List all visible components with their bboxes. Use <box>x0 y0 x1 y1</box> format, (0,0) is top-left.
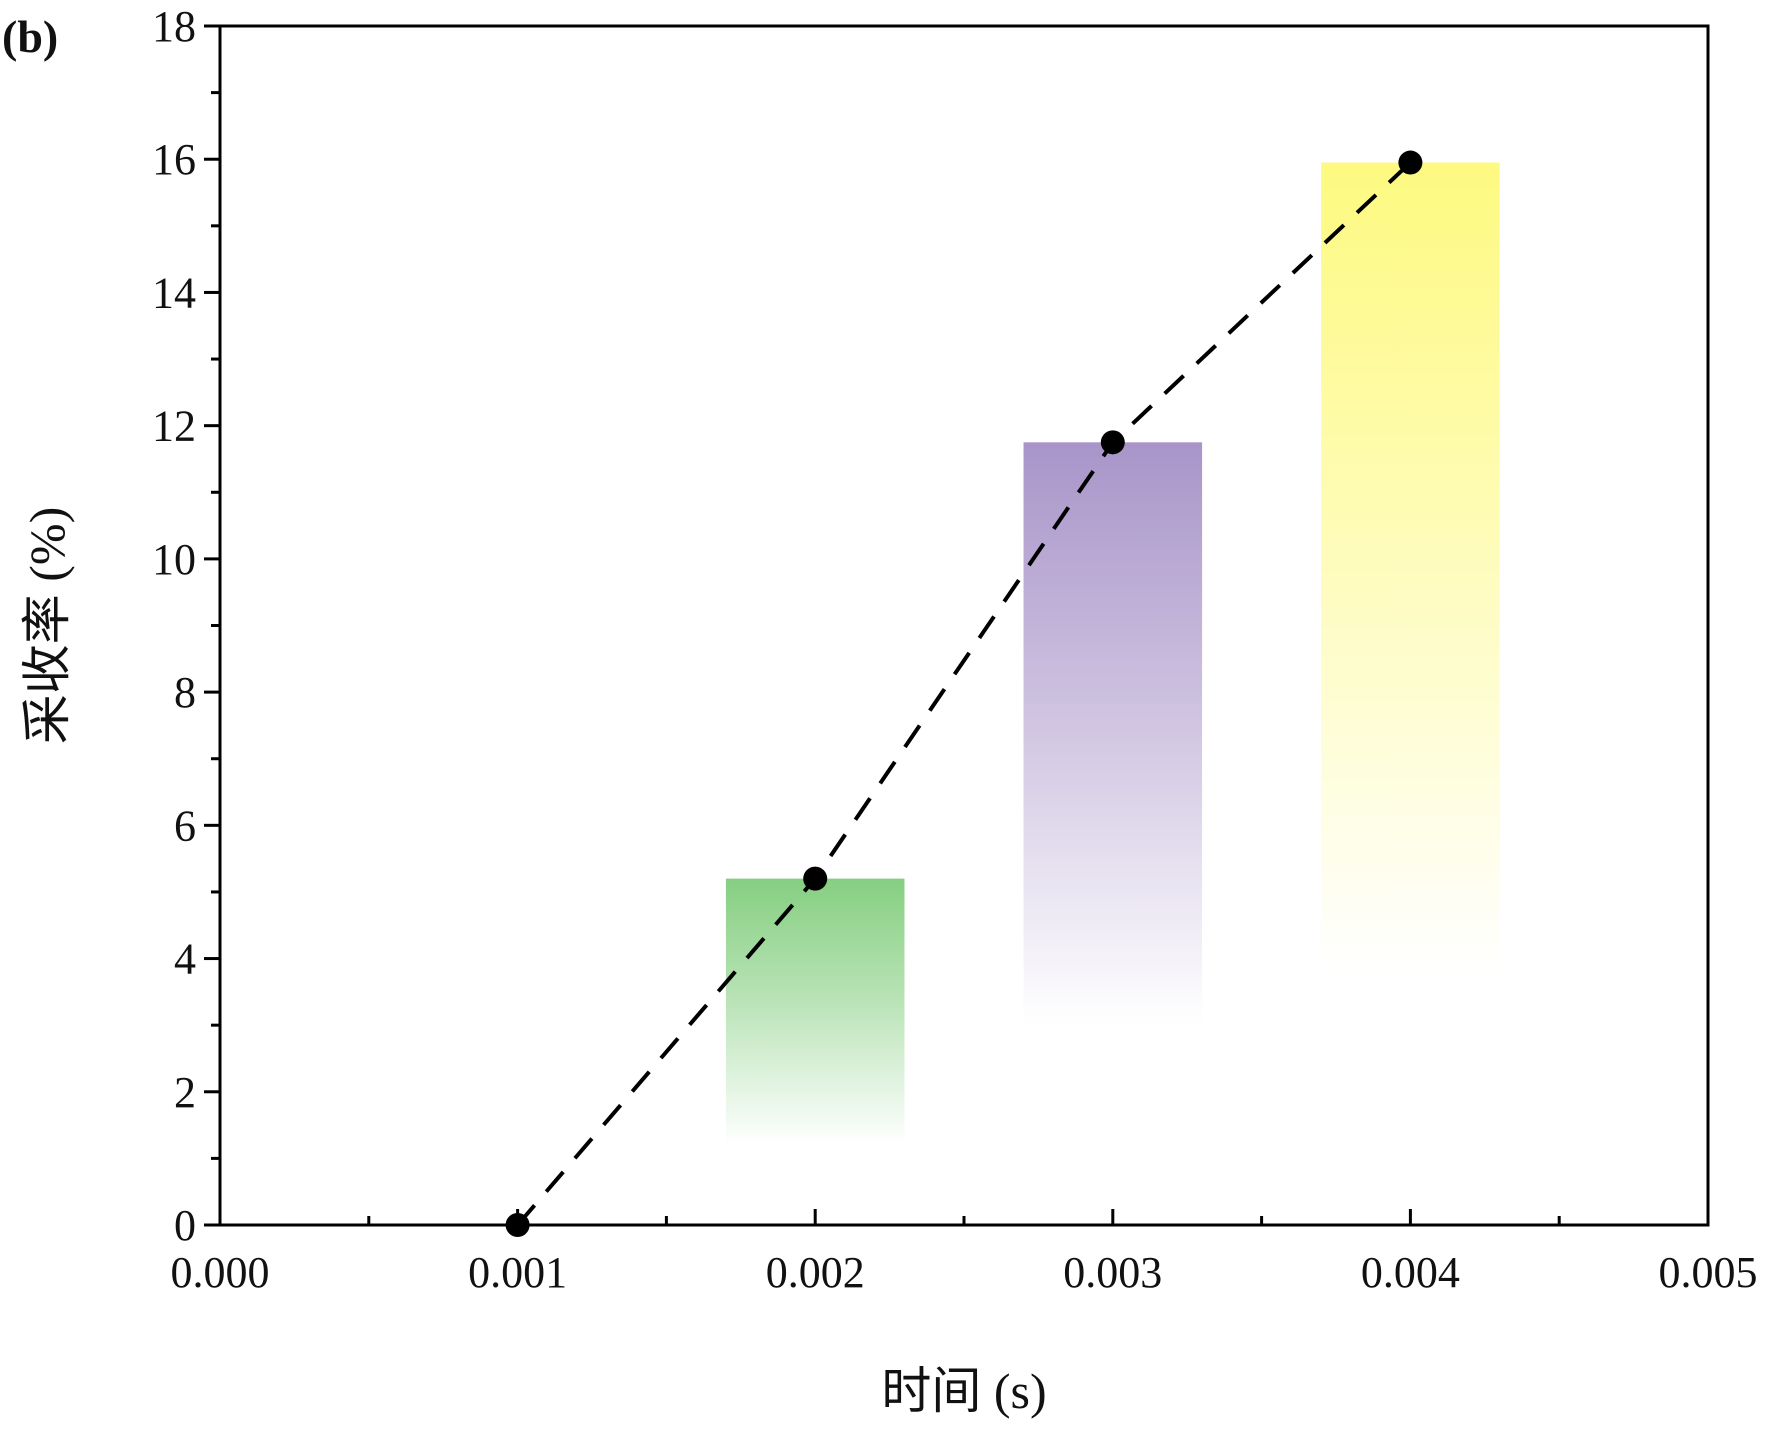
y-tick-label: 0 <box>174 1201 196 1250</box>
x-tick-label: 0.002 <box>766 1248 865 1297</box>
x-tick-label: 0.001 <box>468 1248 567 1297</box>
panel-label: (b) <box>2 11 58 62</box>
x-tick-label: 0.003 <box>1063 1248 1162 1297</box>
shaded-bar-1 <box>725 878 905 1146</box>
axes-layer <box>204 24 1710 1227</box>
data-point-4 <box>1398 150 1423 175</box>
x-axis-title: 时间 (s) <box>881 1363 1046 1419</box>
data-point-3 <box>1100 430 1125 455</box>
series-line-1 <box>516 161 1412 1227</box>
y-tick-label: 12 <box>152 402 196 451</box>
data-point-2 <box>803 866 828 891</box>
shaded-bar-3 <box>1321 162 1500 972</box>
bars-layer <box>725 162 1500 1146</box>
y-tick-label: 2 <box>174 1068 196 1117</box>
x-tick-label: 0.000 <box>171 1248 270 1297</box>
y-tick-label: 18 <box>152 2 196 51</box>
y-tick-label: 4 <box>174 935 196 984</box>
y-tick-label: 8 <box>174 668 196 717</box>
x-tick-label: 0.005 <box>1659 1248 1758 1297</box>
series-layer <box>505 150 1423 1237</box>
shaded-bar-2 <box>1023 442 1203 1026</box>
y-tick-label: 10 <box>152 535 196 584</box>
y-tick-label: 6 <box>174 801 196 850</box>
data-point-1 <box>505 1213 530 1237</box>
y-tick-label: 16 <box>152 135 196 184</box>
y-axis-title: 采收率 (%) <box>19 507 75 744</box>
x-tick-label: 0.004 <box>1361 1248 1460 1297</box>
y-tick-label: 14 <box>152 268 196 317</box>
